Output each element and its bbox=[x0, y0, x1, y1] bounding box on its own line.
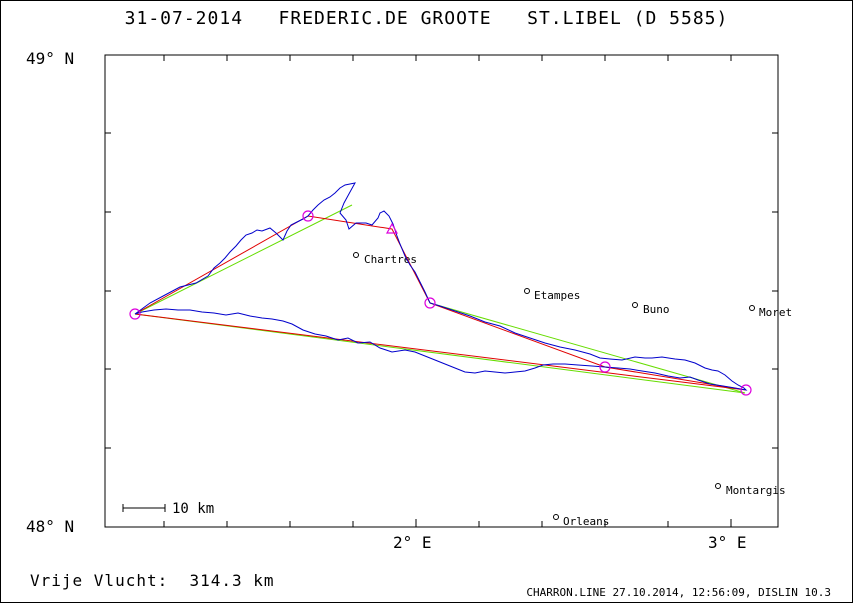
flight-title: 31-07-2014 FREDERIC.DE GROOTE ST.LIBEL (… bbox=[124, 8, 729, 29]
lat-bottom-label: 48° N bbox=[26, 517, 74, 536]
city-label-chartres: Chartres bbox=[364, 253, 417, 266]
turnpoint-5 bbox=[740, 384, 752, 396]
cities: Chartres Etampes Buno Moret Montargis Or… bbox=[353, 252, 792, 528]
turnpoint-start bbox=[129, 308, 141, 320]
city-marker-moret bbox=[749, 305, 755, 311]
map-plot-frame bbox=[104, 54, 779, 528]
map-ticks bbox=[105, 55, 778, 527]
city-marker-chartres bbox=[353, 252, 359, 258]
city-marker-orleans bbox=[553, 514, 559, 520]
city-label-orleans: Orleans bbox=[563, 515, 609, 528]
city-label-montargis: Montargis bbox=[726, 484, 786, 497]
scale-label: 10 km bbox=[172, 501, 214, 517]
turnpoint-1 bbox=[302, 210, 314, 222]
flight-track bbox=[134, 182, 748, 391]
city-marker-montargis bbox=[715, 483, 721, 489]
turnpoint-4 bbox=[599, 361, 611, 373]
lon-label-3e: 3° E bbox=[708, 533, 747, 552]
lat-top-label: 49° N bbox=[26, 49, 74, 68]
free-flight-distance: Vrije Vlucht: 314.3 km bbox=[30, 571, 275, 590]
lon-label-2e: 2° E bbox=[393, 533, 432, 552]
city-marker-buno bbox=[632, 302, 638, 308]
turnpoint-2 bbox=[385, 222, 399, 234]
turnpoint-3 bbox=[424, 297, 436, 309]
triangle-green-lines bbox=[134, 204, 746, 394]
footer-info: CHARRON.LINE 27.10.2014, 12:56:09, DISLI… bbox=[526, 586, 831, 599]
turnpoints bbox=[129, 210, 752, 396]
city-label-buno: Buno bbox=[643, 303, 670, 316]
city-marker-etampes bbox=[524, 288, 530, 294]
city-label-etampes: Etampes bbox=[534, 289, 580, 302]
city-label-moret: Moret bbox=[759, 306, 792, 319]
scale-bar: 10 km bbox=[122, 501, 214, 517]
